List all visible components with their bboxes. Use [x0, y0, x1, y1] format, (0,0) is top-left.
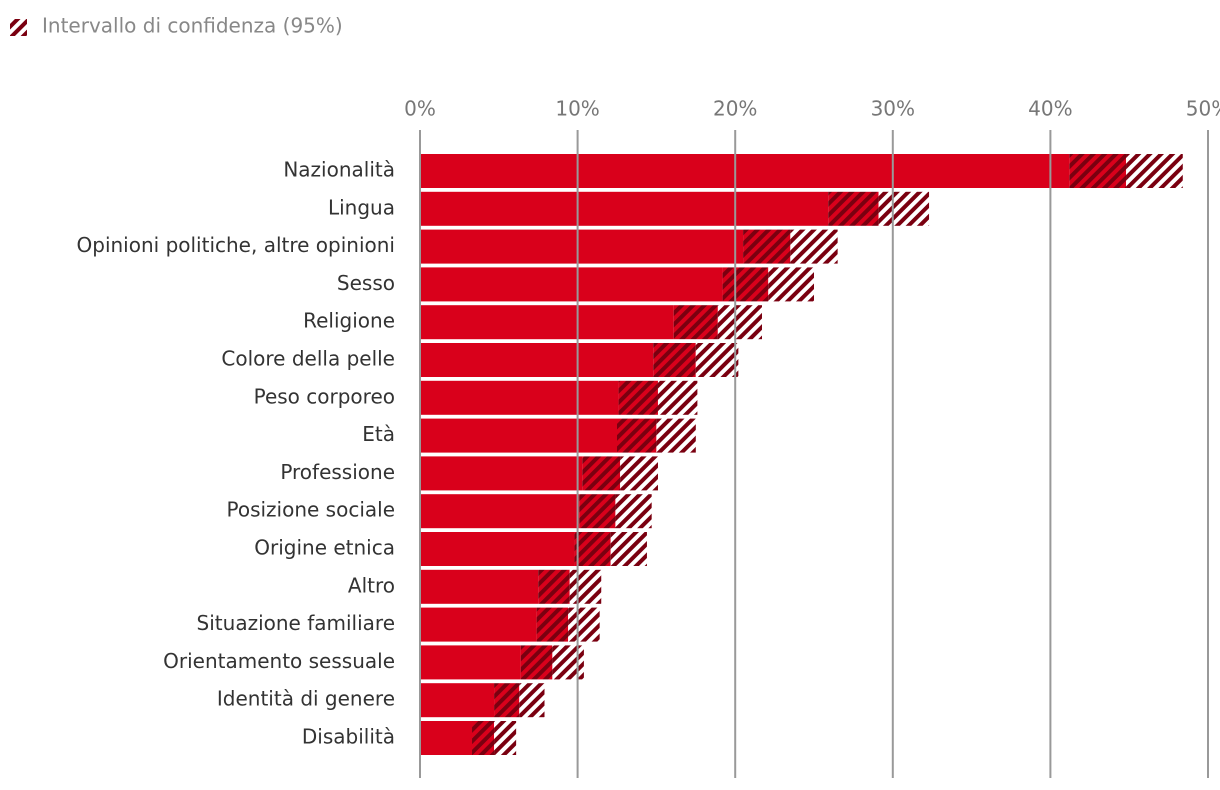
ci-lower [1069, 154, 1127, 188]
ci-upper [878, 191, 930, 226]
ci-upper [615, 494, 652, 529]
ci-lower [828, 191, 879, 226]
bar [420, 683, 495, 718]
category-label: Origine etnica [254, 536, 395, 560]
x-tick-label: 10% [555, 97, 599, 121]
ci-upper [620, 456, 658, 491]
ci-lower [520, 645, 553, 680]
category-label: Età [362, 422, 395, 446]
category-label: Nazionalità [283, 158, 395, 182]
bar [420, 380, 619, 415]
bar [420, 721, 473, 755]
category-label: Posizione sociale [226, 498, 395, 522]
legend-label: Intervallo di confidenza (95%) [42, 14, 343, 38]
bar [420, 154, 1070, 188]
ci-upper [610, 532, 647, 566]
bar [420, 267, 723, 302]
ci-upper [657, 380, 698, 415]
x-tick-label: 30% [871, 97, 915, 121]
category-label: Colore della pelle [221, 347, 395, 371]
category-label: Situazione familiare [197, 611, 395, 635]
bar [420, 532, 575, 566]
ci-upper [695, 343, 739, 377]
bar [420, 607, 537, 642]
ci-upper [717, 305, 762, 340]
ci-upper [656, 418, 696, 453]
ci-upper [569, 569, 602, 604]
category-label: Opinioni politiche, altre opinioni [77, 233, 395, 257]
ci-lower [743, 229, 791, 264]
ci-lower [538, 569, 570, 604]
x-tick-label: 50% [1186, 97, 1220, 121]
ci-upper [790, 229, 838, 264]
category-label: Religione [303, 309, 395, 333]
category-label: Orientamento sessuale [163, 649, 395, 673]
x-tick-label: 0% [404, 97, 436, 121]
ci-lower [574, 532, 611, 566]
ci-upper [768, 267, 814, 302]
bar [420, 229, 744, 264]
ci-lower [653, 343, 696, 377]
bar [420, 418, 617, 453]
ci-lower [579, 494, 616, 529]
bar [420, 645, 521, 680]
bar [420, 191, 829, 226]
ci-lower [618, 380, 658, 415]
category-label: Peso corporeo [254, 384, 395, 408]
bar [420, 343, 654, 377]
ci-lower [617, 418, 657, 453]
ci-upper [568, 607, 600, 642]
bar [420, 305, 674, 340]
ci-lower [494, 683, 520, 718]
category-label: Lingua [328, 195, 395, 219]
ci-upper [1126, 154, 1183, 188]
ci-lower [472, 721, 495, 755]
category-label: Professione [280, 460, 395, 484]
ci-lower [582, 456, 621, 491]
ci-upper [519, 683, 545, 718]
ci-lower [673, 305, 718, 340]
category-label: Altro [348, 573, 395, 597]
legend-swatch [10, 19, 27, 36]
x-tick-label: 40% [1028, 97, 1072, 121]
bar [420, 456, 583, 491]
ci-upper [552, 645, 584, 680]
ci-upper [494, 721, 517, 755]
category-label: Sesso [337, 271, 395, 295]
ci-lower [722, 267, 769, 302]
bar [420, 569, 539, 604]
ci-lower [536, 607, 569, 642]
category-label: Disabilità [302, 725, 395, 749]
x-tick-label: 20% [713, 97, 757, 121]
bar [420, 494, 580, 529]
category-label: Identità di genere [217, 687, 395, 711]
